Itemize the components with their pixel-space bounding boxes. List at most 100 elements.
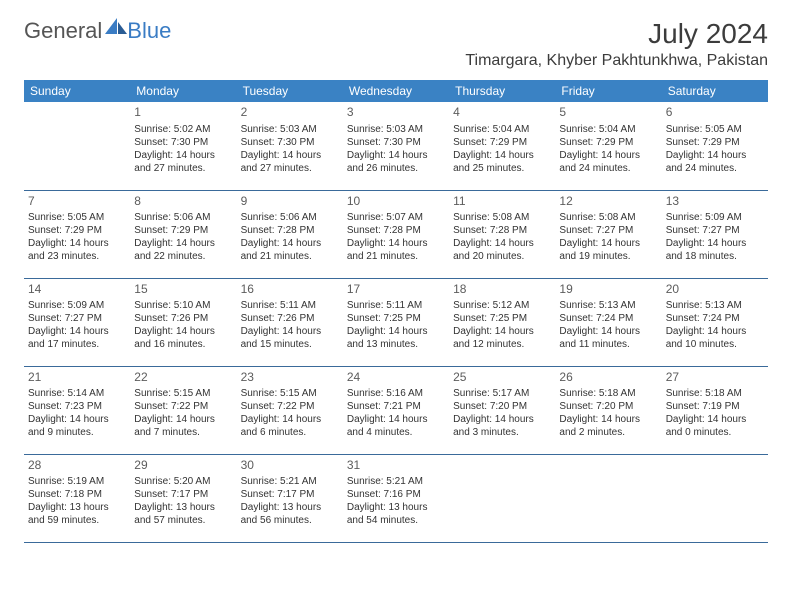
calendar-day-cell: 18Sunrise: 5:12 AMSunset: 7:25 PMDayligh…	[449, 278, 555, 366]
sunrise-line: Sunrise: 5:16 AM	[347, 387, 445, 400]
daylight-line: Daylight: 14 hours and 20 minutes.	[453, 237, 551, 263]
day-number: 18	[453, 282, 551, 298]
daylight-line: Daylight: 14 hours and 2 minutes.	[559, 413, 657, 439]
calendar-day-cell: 21Sunrise: 5:14 AMSunset: 7:23 PMDayligh…	[24, 366, 130, 454]
sunrise-line: Sunrise: 5:12 AM	[453, 299, 551, 312]
calendar-day-cell: 11Sunrise: 5:08 AMSunset: 7:28 PMDayligh…	[449, 190, 555, 278]
daylight-line: Daylight: 14 hours and 12 minutes.	[453, 325, 551, 351]
sunset-line: Sunset: 7:25 PM	[347, 312, 445, 325]
daylight-line: Daylight: 14 hours and 22 minutes.	[134, 237, 232, 263]
calendar-day-cell: 23Sunrise: 5:15 AMSunset: 7:22 PMDayligh…	[237, 366, 343, 454]
calendar-day-cell: 19Sunrise: 5:13 AMSunset: 7:24 PMDayligh…	[555, 278, 661, 366]
daylight-line: Daylight: 13 hours and 54 minutes.	[347, 501, 445, 527]
daylight-line: Daylight: 14 hours and 7 minutes.	[134, 413, 232, 439]
day-number: 7	[28, 194, 126, 210]
sunset-line: Sunset: 7:30 PM	[241, 136, 339, 149]
logo: General Blue	[24, 18, 171, 44]
calendar-day-cell: 10Sunrise: 5:07 AMSunset: 7:28 PMDayligh…	[343, 190, 449, 278]
daylight-line: Daylight: 14 hours and 10 minutes.	[666, 325, 764, 351]
daylight-line: Daylight: 14 hours and 25 minutes.	[453, 149, 551, 175]
calendar-day-cell: 17Sunrise: 5:11 AMSunset: 7:25 PMDayligh…	[343, 278, 449, 366]
sunrise-line: Sunrise: 5:13 AM	[559, 299, 657, 312]
day-number: 6	[666, 105, 764, 121]
day-number: 28	[28, 458, 126, 474]
sunrise-line: Sunrise: 5:18 AM	[559, 387, 657, 400]
calendar-day-cell: 1Sunrise: 5:02 AMSunset: 7:30 PMDaylight…	[130, 102, 236, 190]
day-number: 27	[666, 370, 764, 386]
daylight-line: Daylight: 14 hours and 0 minutes.	[666, 413, 764, 439]
sunrise-line: Sunrise: 5:08 AM	[453, 211, 551, 224]
day-number: 9	[241, 194, 339, 210]
sunset-line: Sunset: 7:19 PM	[666, 400, 764, 413]
daylight-line: Daylight: 14 hours and 24 minutes.	[666, 149, 764, 175]
sunset-line: Sunset: 7:29 PM	[28, 224, 126, 237]
title-block: July 2024 Timargara, Khyber Pakhtunkhwa,…	[465, 18, 768, 76]
daylight-line: Daylight: 14 hours and 13 minutes.	[347, 325, 445, 351]
day-number: 30	[241, 458, 339, 474]
sunset-line: Sunset: 7:25 PM	[453, 312, 551, 325]
calendar-day-cell: 20Sunrise: 5:13 AMSunset: 7:24 PMDayligh…	[662, 278, 768, 366]
day-number: 11	[453, 194, 551, 210]
daylight-line: Daylight: 13 hours and 57 minutes.	[134, 501, 232, 527]
sunrise-line: Sunrise: 5:09 AM	[28, 299, 126, 312]
sunrise-line: Sunrise: 5:11 AM	[241, 299, 339, 312]
daylight-line: Daylight: 13 hours and 56 minutes.	[241, 501, 339, 527]
sunset-line: Sunset: 7:16 PM	[347, 488, 445, 501]
sunset-line: Sunset: 7:29 PM	[134, 224, 232, 237]
logo-sail-icon	[105, 18, 127, 36]
calendar-day-cell: 13Sunrise: 5:09 AMSunset: 7:27 PMDayligh…	[662, 190, 768, 278]
calendar-empty-cell	[24, 102, 130, 190]
sunrise-line: Sunrise: 5:05 AM	[28, 211, 126, 224]
sunset-line: Sunset: 7:27 PM	[28, 312, 126, 325]
daylight-line: Daylight: 14 hours and 3 minutes.	[453, 413, 551, 439]
calendar-table: SundayMondayTuesdayWednesdayThursdayFrid…	[24, 80, 768, 543]
sunrise-line: Sunrise: 5:15 AM	[134, 387, 232, 400]
sunrise-line: Sunrise: 5:11 AM	[347, 299, 445, 312]
sunset-line: Sunset: 7:29 PM	[559, 136, 657, 149]
calendar-body: 1Sunrise: 5:02 AMSunset: 7:30 PMDaylight…	[24, 102, 768, 542]
day-header: Sunday	[24, 80, 130, 102]
calendar-week-row: 14Sunrise: 5:09 AMSunset: 7:27 PMDayligh…	[24, 278, 768, 366]
day-number: 8	[134, 194, 232, 210]
sunrise-line: Sunrise: 5:08 AM	[559, 211, 657, 224]
sunrise-line: Sunrise: 5:04 AM	[559, 123, 657, 136]
sunrise-line: Sunrise: 5:15 AM	[241, 387, 339, 400]
sunset-line: Sunset: 7:18 PM	[28, 488, 126, 501]
sunset-line: Sunset: 7:23 PM	[28, 400, 126, 413]
calendar-day-cell: 30Sunrise: 5:21 AMSunset: 7:17 PMDayligh…	[237, 454, 343, 542]
calendar-day-cell: 9Sunrise: 5:06 AMSunset: 7:28 PMDaylight…	[237, 190, 343, 278]
sunset-line: Sunset: 7:24 PM	[666, 312, 764, 325]
daylight-line: Daylight: 14 hours and 17 minutes.	[28, 325, 126, 351]
calendar-day-cell: 8Sunrise: 5:06 AMSunset: 7:29 PMDaylight…	[130, 190, 236, 278]
sunrise-line: Sunrise: 5:03 AM	[241, 123, 339, 136]
logo-text-blue: Blue	[127, 18, 171, 44]
calendar-day-cell: 5Sunrise: 5:04 AMSunset: 7:29 PMDaylight…	[555, 102, 661, 190]
daylight-line: Daylight: 14 hours and 4 minutes.	[347, 413, 445, 439]
sunset-line: Sunset: 7:28 PM	[241, 224, 339, 237]
sunset-line: Sunset: 7:30 PM	[347, 136, 445, 149]
calendar-day-cell: 3Sunrise: 5:03 AMSunset: 7:30 PMDaylight…	[343, 102, 449, 190]
sunset-line: Sunset: 7:21 PM	[347, 400, 445, 413]
day-number: 12	[559, 194, 657, 210]
calendar-day-cell: 6Sunrise: 5:05 AMSunset: 7:29 PMDaylight…	[662, 102, 768, 190]
calendar-day-cell: 26Sunrise: 5:18 AMSunset: 7:20 PMDayligh…	[555, 366, 661, 454]
sunrise-line: Sunrise: 5:14 AM	[28, 387, 126, 400]
day-header: Thursday	[449, 80, 555, 102]
logo-text-general: General	[24, 18, 102, 44]
sunrise-line: Sunrise: 5:20 AM	[134, 475, 232, 488]
daylight-line: Daylight: 14 hours and 21 minutes.	[241, 237, 339, 263]
sunset-line: Sunset: 7:17 PM	[241, 488, 339, 501]
day-number: 26	[559, 370, 657, 386]
sunset-line: Sunset: 7:26 PM	[241, 312, 339, 325]
calendar-day-cell: 25Sunrise: 5:17 AMSunset: 7:20 PMDayligh…	[449, 366, 555, 454]
calendar-day-cell: 31Sunrise: 5:21 AMSunset: 7:16 PMDayligh…	[343, 454, 449, 542]
day-number: 21	[28, 370, 126, 386]
daylight-line: Daylight: 14 hours and 27 minutes.	[241, 149, 339, 175]
day-number: 1	[134, 105, 232, 121]
sunset-line: Sunset: 7:22 PM	[241, 400, 339, 413]
day-number: 23	[241, 370, 339, 386]
sunrise-line: Sunrise: 5:06 AM	[241, 211, 339, 224]
daylight-line: Daylight: 14 hours and 26 minutes.	[347, 149, 445, 175]
day-number: 24	[347, 370, 445, 386]
sunrise-line: Sunrise: 5:02 AM	[134, 123, 232, 136]
